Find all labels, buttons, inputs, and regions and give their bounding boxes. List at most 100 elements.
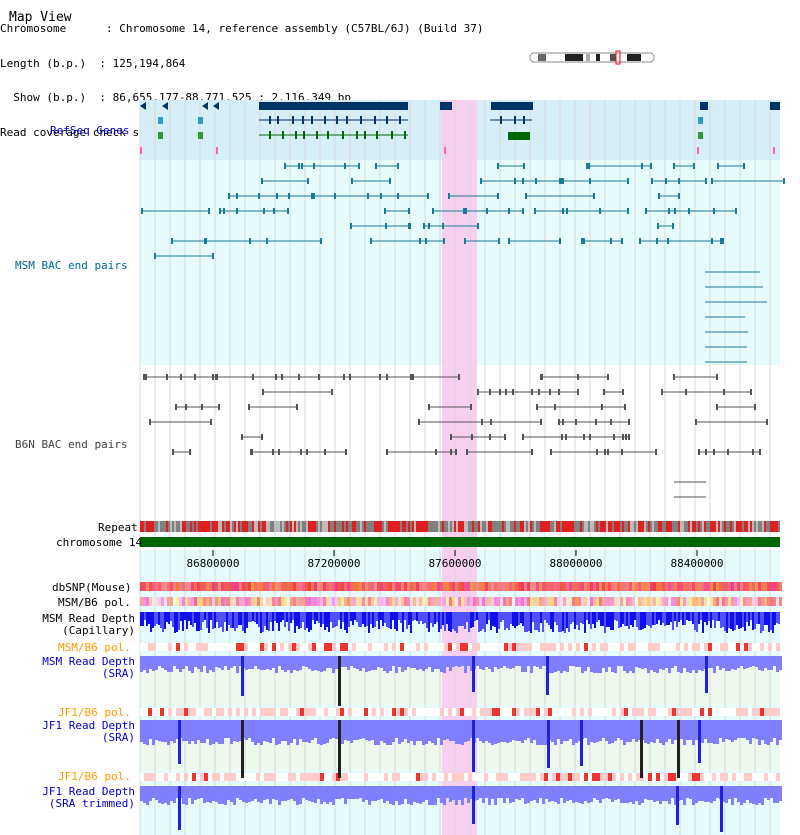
depth-bar xyxy=(632,612,634,627)
track-label-msm-sra[interactable]: MSM Read Depth (SRA) xyxy=(36,656,135,680)
track-label-jf1-pol[interactable]: JF1/B6 pol. xyxy=(58,706,131,719)
repeat-mark xyxy=(388,521,390,532)
repeat-mark xyxy=(660,521,662,532)
depth-bar xyxy=(638,612,640,630)
pol-mark xyxy=(768,708,772,716)
pol-mark xyxy=(160,708,164,716)
repeat-mark xyxy=(328,521,330,532)
repeat-mark xyxy=(262,521,264,532)
bac-end xyxy=(752,449,754,455)
repeat-mark xyxy=(478,521,480,532)
track-label-jf1-sra[interactable]: JF1 Read Depth (SRA) xyxy=(36,720,135,744)
dbsnp-mark xyxy=(647,582,650,591)
depth-bar xyxy=(731,656,734,669)
depth-bar xyxy=(692,786,695,805)
dbsnp-mark xyxy=(512,582,515,591)
dbsnp-mark xyxy=(377,582,380,591)
depth-bar xyxy=(497,786,500,798)
depth-bar xyxy=(388,612,390,628)
pol-mark xyxy=(220,708,224,716)
repeat-mark xyxy=(252,521,254,532)
dbsnp-mark xyxy=(347,582,350,591)
depth-bar xyxy=(188,786,191,798)
bac-end xyxy=(522,178,524,184)
repeat-mark xyxy=(184,521,186,532)
repeat-mark xyxy=(716,521,718,532)
gene-mark xyxy=(198,117,203,124)
depth-bar xyxy=(554,786,557,802)
track-label-jf1-trimmed[interactable]: JF1 Read Depth (SRA trimmed) xyxy=(26,786,135,810)
pol-mark xyxy=(224,773,228,781)
bac-end xyxy=(204,238,206,244)
track-label-jf1-pol2[interactable]: JF1/B6 pol. xyxy=(58,770,131,783)
track-label-chromosome[interactable]: chromosome 14 xyxy=(56,536,143,549)
dbsnp-mark xyxy=(599,582,602,591)
pol-mark xyxy=(264,643,268,651)
depth-bar xyxy=(410,612,412,633)
repeat-mark xyxy=(652,521,654,532)
track-label-repeat[interactable]: Repeat xyxy=(98,521,138,534)
dbsnp-mark xyxy=(338,582,341,591)
repeat-mark xyxy=(238,521,240,532)
depth-bar xyxy=(564,612,566,633)
track-label-dbsnp[interactable]: dbSNP(Mouse) xyxy=(52,581,132,594)
pol-mark xyxy=(324,773,328,781)
depth-bar xyxy=(638,786,641,805)
depth-bar xyxy=(614,720,617,741)
pol-mark xyxy=(268,773,272,781)
pol-mark xyxy=(383,597,386,606)
gene-exon xyxy=(500,116,502,124)
depth-bar xyxy=(326,720,329,743)
depth-bar xyxy=(280,612,282,622)
depth-bar xyxy=(702,612,704,633)
track-label-refseq[interactable]: RefSeq Genes xyxy=(50,124,130,137)
ruler-tick-label: 88000000 xyxy=(549,557,603,570)
repeat-mark xyxy=(194,521,196,532)
pol-mark xyxy=(488,773,492,781)
bac-end xyxy=(284,163,286,169)
depth-bar xyxy=(734,612,736,630)
bac-end xyxy=(561,434,563,440)
depth-bar xyxy=(352,612,354,625)
depth-bar xyxy=(281,786,284,801)
depth-bar xyxy=(245,786,248,803)
dbsnp-mark xyxy=(491,582,494,591)
repeat-mark xyxy=(204,521,206,532)
dbsnp-mark xyxy=(422,582,425,591)
depth-bar xyxy=(290,612,292,623)
track-label-msm-pol2[interactable]: MSM/B6 pol. xyxy=(58,641,131,654)
depth-bar xyxy=(338,786,341,799)
pol-mark xyxy=(401,597,404,606)
depth-bar xyxy=(696,612,698,632)
repeat-mark xyxy=(460,521,462,532)
pol-mark xyxy=(688,643,692,651)
pol-mark xyxy=(144,643,148,651)
depth-bar xyxy=(232,612,234,628)
pol-mark xyxy=(611,597,614,606)
bac-end xyxy=(575,419,577,425)
depth-bar xyxy=(743,656,746,669)
track-label-msm-pol[interactable]: MSM/B6 pol. xyxy=(58,596,131,609)
pol-mark xyxy=(404,773,408,781)
depth-bar xyxy=(581,786,584,804)
depth-bar xyxy=(210,612,212,620)
bac-end xyxy=(583,238,585,244)
pol-mark xyxy=(592,708,596,716)
ideogram-band xyxy=(596,54,600,61)
pol-mark xyxy=(560,643,564,651)
repeat-mark xyxy=(562,521,564,532)
depth-bar xyxy=(222,612,224,632)
pol-mark xyxy=(424,708,428,716)
dbsnp-mark xyxy=(572,582,575,591)
depth-bar xyxy=(335,720,338,739)
bac-end xyxy=(624,404,626,410)
track-label-msm-bac[interactable]: MSM BAC end pairs xyxy=(15,259,128,272)
repeat-mark xyxy=(770,521,772,532)
pol-mark xyxy=(228,643,232,651)
track-label-b6n-bac[interactable]: B6N BAC end pairs xyxy=(15,438,128,451)
gene-exon xyxy=(303,131,305,139)
track-label-msm-capillary[interactable]: MSM Read Depth (Capillary) xyxy=(36,613,135,637)
ideogram-band xyxy=(627,54,641,61)
